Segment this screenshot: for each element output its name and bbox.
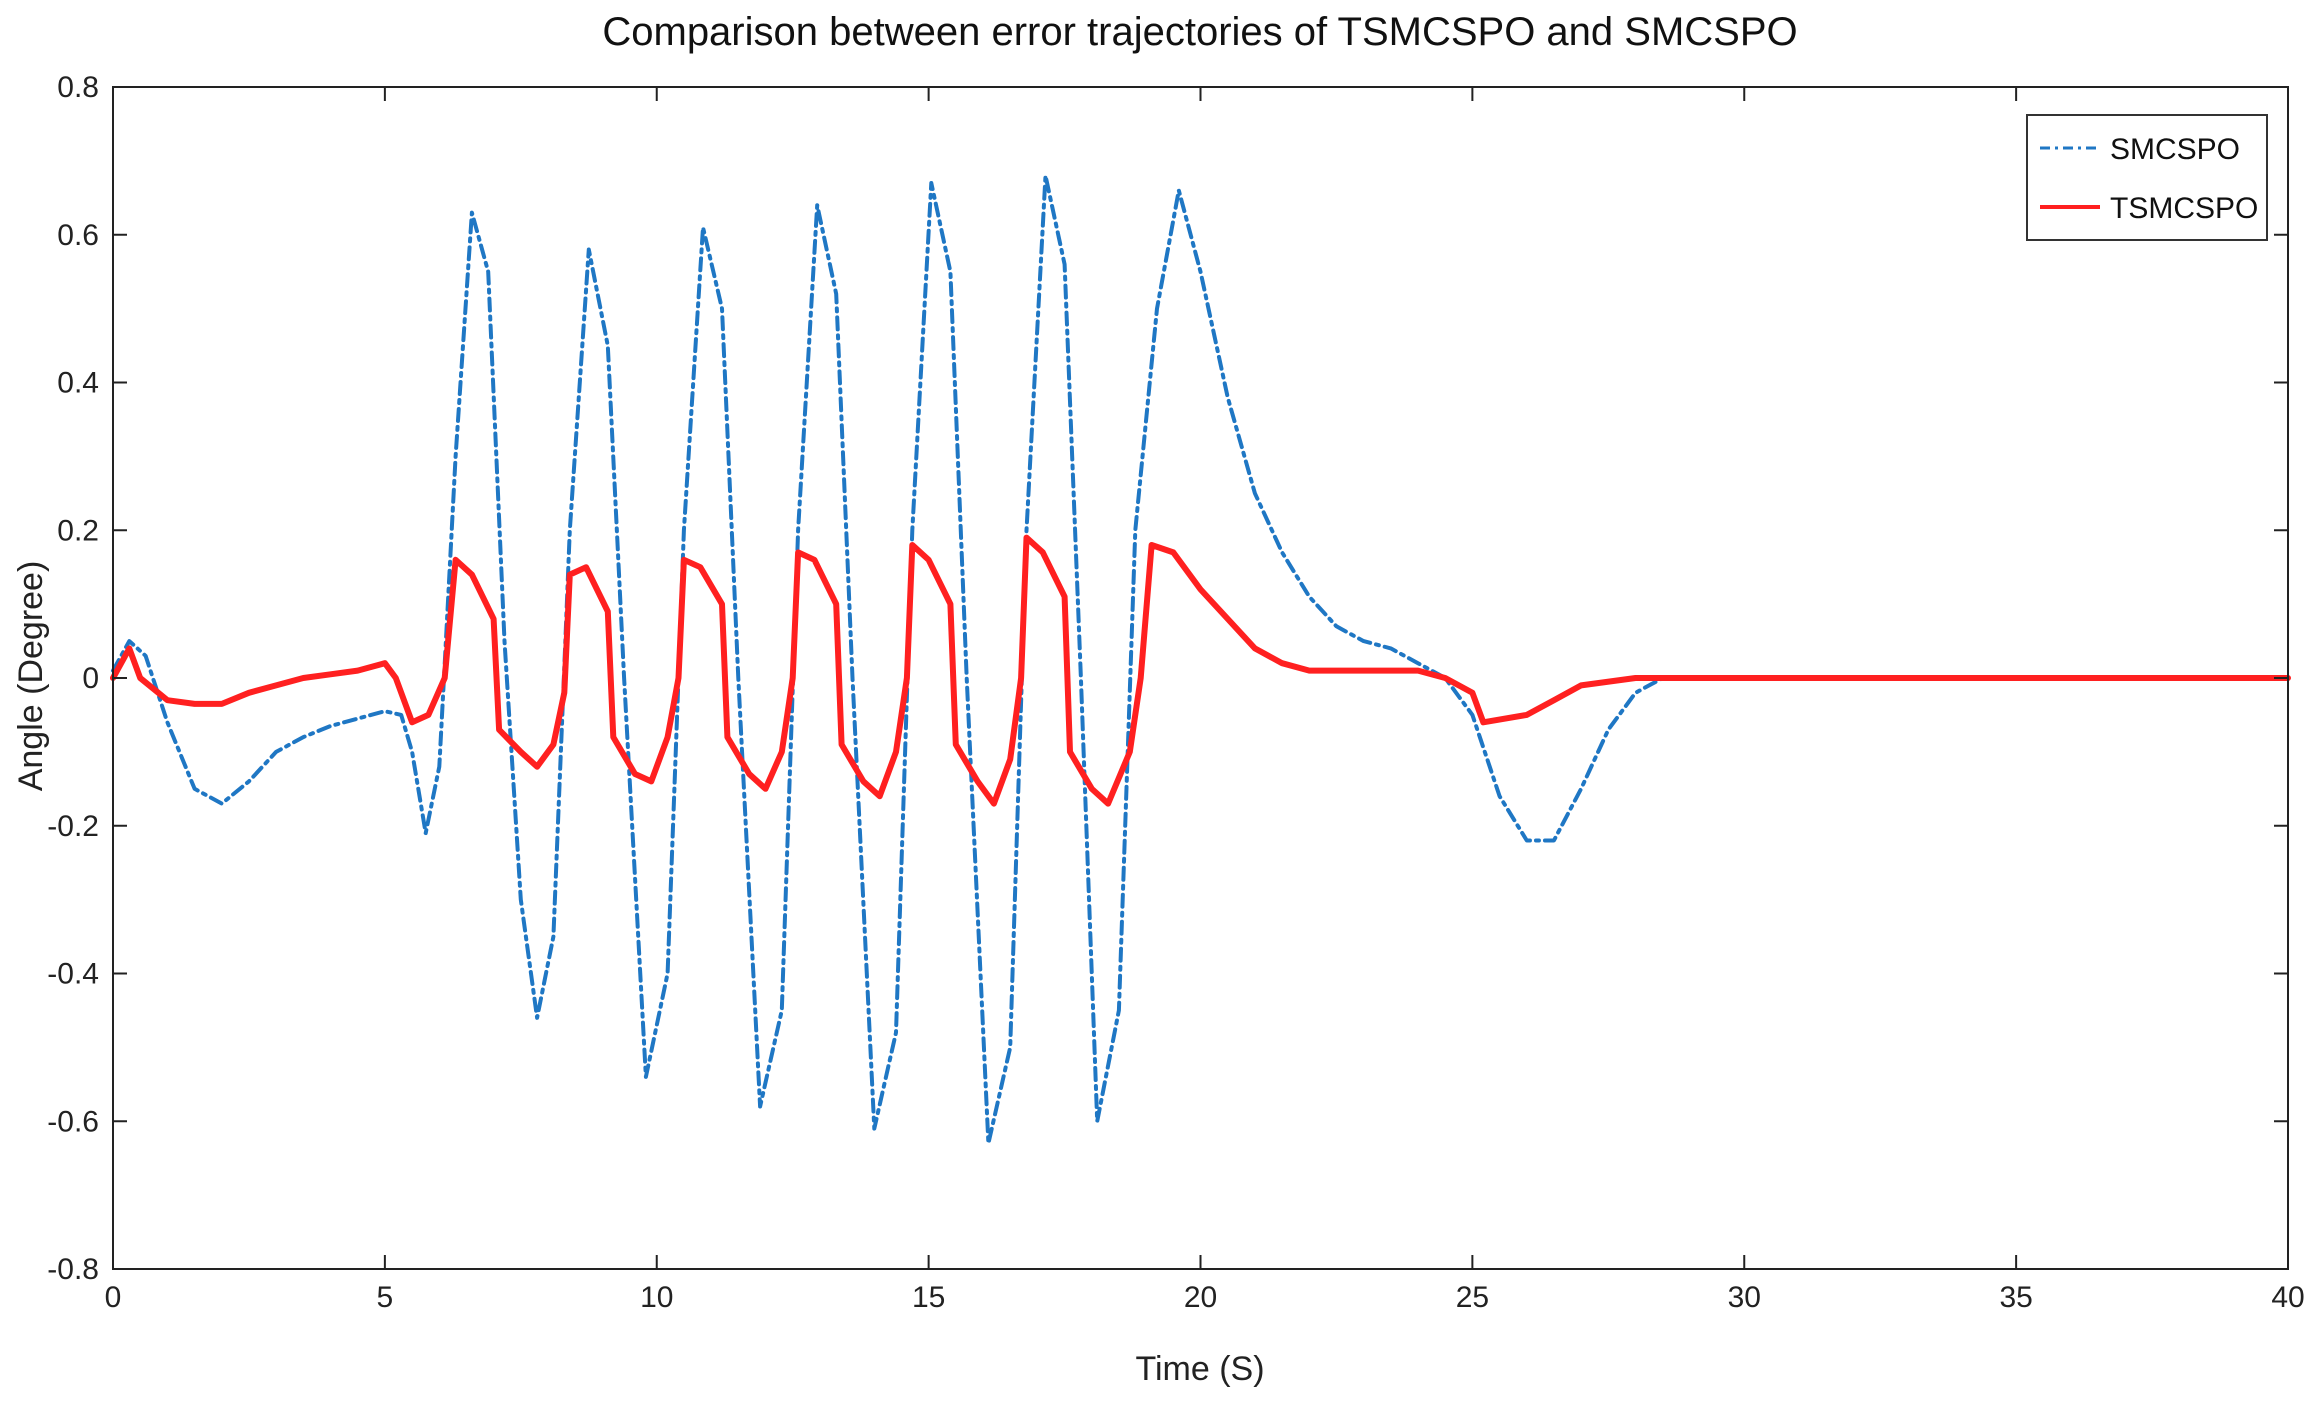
y-axis-label: Angle (Degree) <box>12 561 50 792</box>
y-tick-label: 0.2 <box>57 514 99 547</box>
x-tick-label: 30 <box>1728 1281 1761 1314</box>
series-layer <box>110 173 2291 1146</box>
x-tick-label: 15 <box>912 1281 945 1314</box>
x-tick-label: 20 <box>1184 1281 1217 1314</box>
x-tick-label: 25 <box>1456 1281 1489 1314</box>
x-tick-label: 0 <box>105 1281 122 1314</box>
series-line-tsmcspo <box>110 534 2291 807</box>
y-tick-label: -0.2 <box>47 810 99 843</box>
x-axis-label: Time (S) <box>1135 1350 1264 1388</box>
y-tick-label: -0.6 <box>47 1105 99 1138</box>
chart-title: Comparison between error trajectories of… <box>602 10 1797 54</box>
legend[interactable]: SMCSPO TSMCSPO <box>2026 114 2268 241</box>
legend-label-smcspo: SMCSPO <box>2110 133 2240 166</box>
ticks-layer: 0 5 10 15 20 25 30 35 40 -0.8 -0.6 -0.4 -0.2 0 0.2 0.4 0… <box>47 71 2304 1314</box>
series-line-smcspo <box>111 173 2290 1146</box>
y-tick-label: 0.4 <box>57 367 99 400</box>
x-tick-label: 10 <box>640 1281 673 1314</box>
legend-box <box>2026 114 2268 241</box>
x-tick-label: 40 <box>2271 1281 2304 1314</box>
x-tick-label: 35 <box>1999 1281 2032 1314</box>
y-tick-label: 0 <box>82 662 99 695</box>
y-tick-label: -0.8 <box>47 1253 99 1286</box>
y-tick-label: 0.8 <box>57 71 99 104</box>
x-tick-label: 5 <box>377 1281 394 1314</box>
y-tick-label: 0.6 <box>57 219 99 252</box>
y-tick-label: -0.4 <box>47 958 99 991</box>
legend-label-tsmcspo: TSMCSPO <box>2110 192 2258 225</box>
